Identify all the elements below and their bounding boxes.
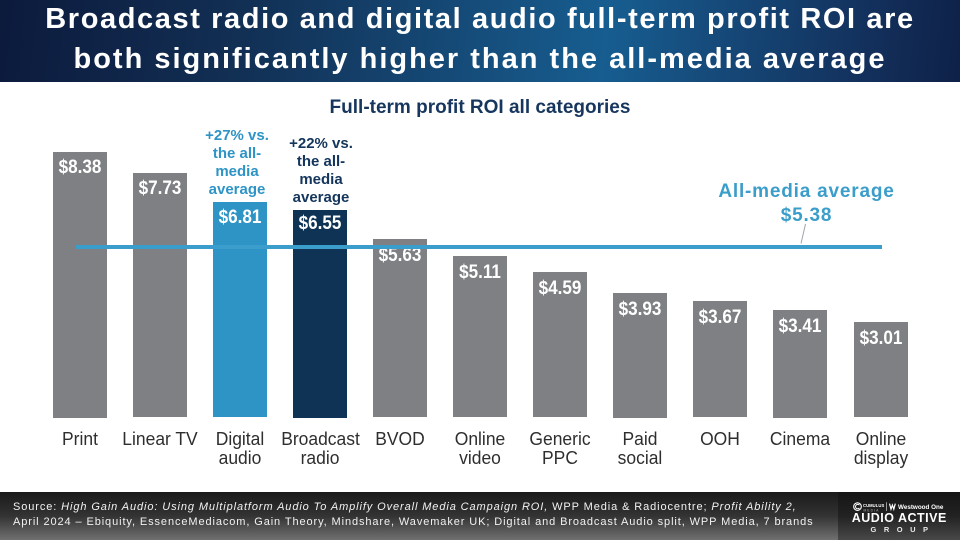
svg-text:CUMULUS: CUMULUS bbox=[863, 503, 884, 508]
svg-text:Westwood One: Westwood One bbox=[898, 504, 944, 511]
svg-text:MEDIA: MEDIA bbox=[864, 508, 880, 512]
